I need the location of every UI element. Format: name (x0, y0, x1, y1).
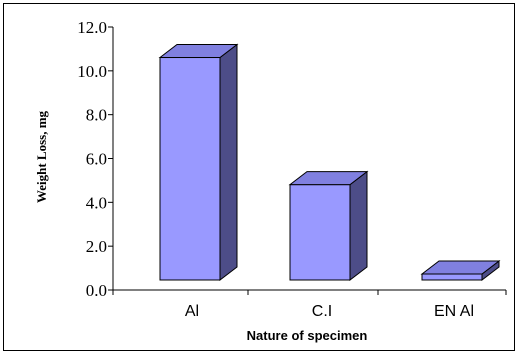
y-tick-label: 0.0 (86, 281, 107, 300)
chart-frame (3, 3, 515, 351)
y-tick-label: 2.0 (86, 237, 107, 256)
bar (288, 170, 369, 282)
bar-side-face (349, 170, 368, 282)
chart-labels: 0.0 2.0 4.0 6.0 8.0 10.0 12.0 Al C.I EN Al (77, 18, 474, 320)
bar (158, 43, 239, 282)
y-tick-label: 10.0 (77, 62, 107, 81)
chart-bars (158, 43, 501, 282)
bar-front-face (159, 57, 221, 281)
bar-top-face (288, 171, 369, 186)
y-tick-label: 4.0 (86, 193, 107, 212)
x-category-label: EN Al (434, 303, 474, 320)
y-axis-title: Weight Loss, mg (34, 110, 49, 203)
y-tick-label: 12.0 (77, 18, 107, 37)
bar-front-face (421, 273, 483, 281)
chart-axes (108, 26, 507, 295)
bar-top-face (158, 44, 239, 59)
x-category-label: C.I (312, 303, 332, 320)
y-tick-label: 8.0 (86, 106, 107, 125)
bar-top-face (420, 260, 501, 275)
bar-front-face (289, 184, 351, 281)
bar-side-face (219, 43, 238, 282)
x-axis-title: Nature of specimen (247, 328, 368, 343)
x-category-label: Al (185, 303, 199, 320)
y-tick-label: 6.0 (86, 150, 107, 169)
bar (420, 259, 501, 282)
